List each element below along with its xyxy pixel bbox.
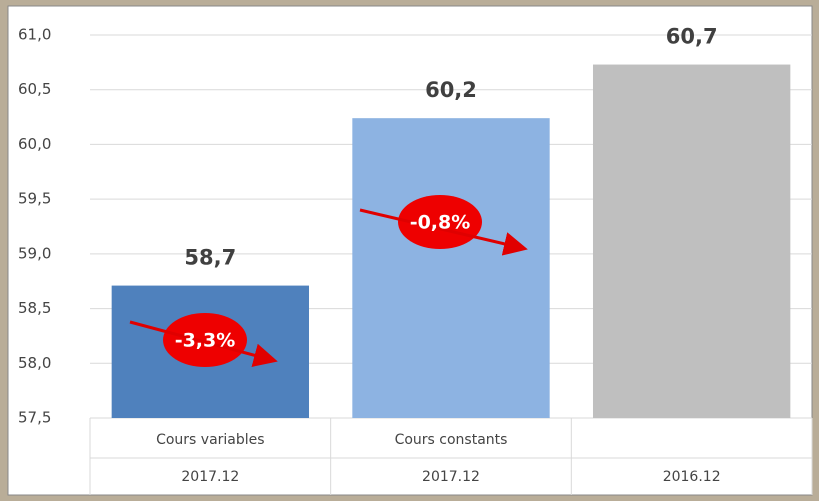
bar <box>352 118 550 418</box>
annotation-arrow <box>129 320 278 367</box>
y-tick-label: 60,5 <box>18 80 51 98</box>
annotation: -0,8% <box>410 212 471 234</box>
annotation-badge <box>163 313 247 367</box>
annotation: -3,3% <box>175 330 236 352</box>
x-tick-label: Cours constants <box>395 432 508 448</box>
annotation-badge <box>398 195 482 249</box>
value-label: 60,7 <box>666 25 718 49</box>
y-tick-label: 60,0 <box>18 135 51 153</box>
y-tick-label: 59,5 <box>18 190 51 208</box>
x-group-label: 2017.12 <box>422 469 480 485</box>
y-tick-label: 58,5 <box>18 299 51 317</box>
x-group-label: 2017.12 <box>181 469 239 485</box>
value-label: 58,7 <box>184 246 236 270</box>
bar <box>592 64 791 418</box>
x-group-label: 2016.12 <box>663 469 721 485</box>
annotation-arrow <box>359 208 528 256</box>
value-label: 60,2 <box>425 78 477 102</box>
x-tick-label: Cours variables <box>156 432 265 448</box>
y-tick-label: 57,5 <box>18 409 51 427</box>
y-tick-label: 58,0 <box>18 354 51 372</box>
y-tick-label: 59,0 <box>18 244 51 262</box>
y-tick-label: 61,0 <box>18 26 51 44</box>
